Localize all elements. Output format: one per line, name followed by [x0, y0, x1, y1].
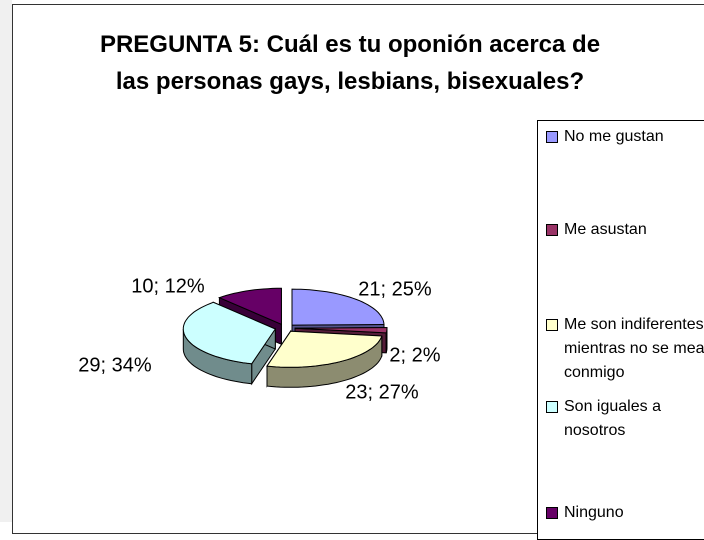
legend-swatch [546, 507, 558, 519]
data-label: 23; 27% [345, 381, 419, 403]
margin [0, 0, 12, 522]
data-label: 29; 34% [78, 354, 152, 376]
legend: No me gustan Me asustan Me son indiferente… [537, 120, 704, 540]
slice [266, 330, 383, 368]
legend-item: Ninguno [546, 501, 704, 525]
data-label: 10; 12% [131, 275, 205, 297]
data-label: 21; 25% [358, 278, 432, 300]
legend-label: Son iguales a nosotros [564, 398, 661, 439]
slice [291, 288, 385, 326]
legend-item: Me son indiferentes, mientras no se mean… [546, 313, 704, 385]
legend-swatch [546, 319, 558, 331]
legend-item: Son iguales a nosotros [546, 395, 704, 443]
legend-label: Ninguno [564, 504, 624, 521]
legend-item: Me asustan [546, 218, 704, 242]
chart: 21; 25% 2; 2% 23; 27% 29; 34% 10; 12% [78, 275, 440, 403]
legend-swatch [546, 401, 558, 413]
legend-label: Me son indiferentes, mientras no se mean… [564, 316, 704, 381]
slice [218, 287, 282, 326]
legend-item: No me gustan [546, 125, 704, 149]
legend-swatch [546, 224, 558, 236]
legend-swatch [546, 131, 558, 143]
chart-title: PREGUNTA 5: Cuál es tu oponión acerca de… [99, 31, 601, 95]
legend-label: Me asustan [564, 221, 647, 238]
slice [294, 327, 388, 334]
slice [182, 301, 277, 365]
legend-label: No me gustan [564, 128, 664, 145]
data-label: 2; 2% [389, 344, 440, 366]
